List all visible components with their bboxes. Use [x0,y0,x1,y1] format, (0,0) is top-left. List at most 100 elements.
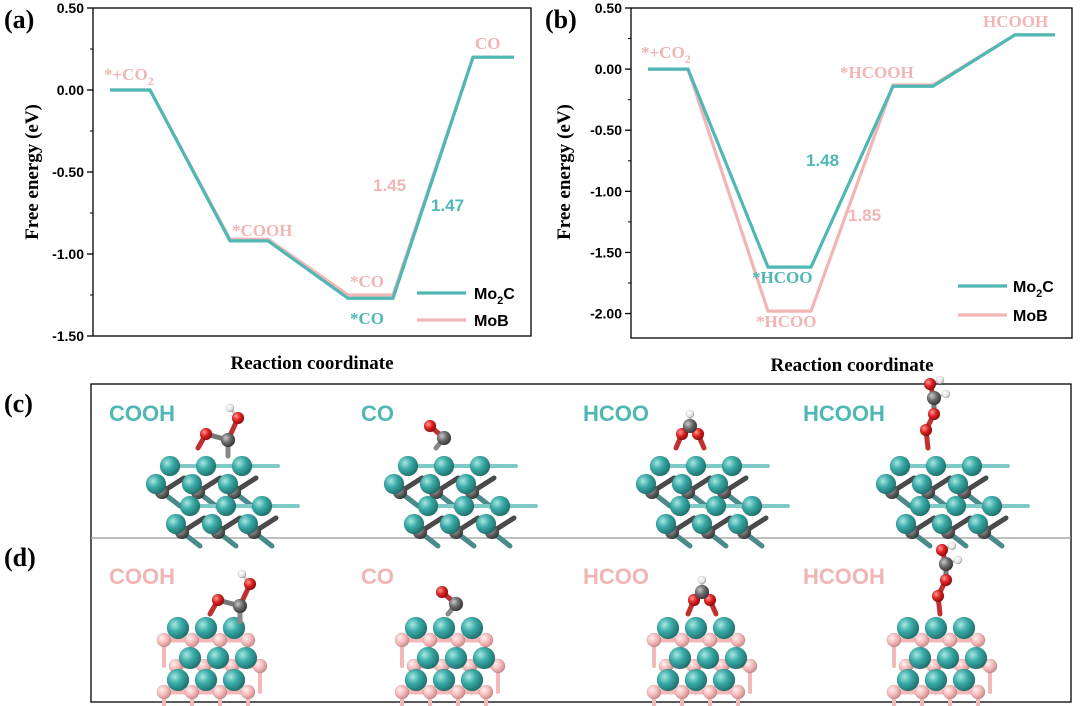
y-axis-title-b: Free energy (eV) [554,104,575,240]
y-tick-label: -1.50 [52,328,84,344]
y-tick-label: -2.00 [590,306,622,322]
atom-h [935,375,945,385]
state-label-a-2-mob: *CO [350,272,384,291]
atom-mo [924,616,948,640]
atom-b [886,632,902,648]
atom-mo [194,616,218,640]
atom-mo [194,668,218,692]
atom-b [394,684,410,700]
atom-b [970,684,986,700]
atom-mo [416,646,440,670]
atom-mo [947,473,969,495]
atom-mo [936,646,960,670]
atom-mo [684,668,708,692]
atom-mo [432,616,456,640]
atom-mo [404,668,428,692]
state-label-b-1-mob: *HCOO [756,312,816,331]
structure-c-cooh [145,403,300,549]
atom-mo [469,455,491,477]
atom-mo [705,495,727,517]
atom-b [478,632,494,648]
atom-o [423,419,437,433]
atom-mo [475,513,497,535]
atom-b [942,632,958,648]
structure-label-d-cooh: COOH [109,564,175,589]
atom-mo [222,668,246,692]
panel-letter-b: (b) [545,5,577,34]
structure-c-hcooh [875,375,1030,549]
atom-b [240,684,256,700]
atom-h [947,541,957,551]
legend-label-mo2c-b: Mo2C [1013,279,1054,300]
atom-c [682,418,698,434]
panel-letter-d: (d) [4,543,36,572]
atom-mo [206,646,230,670]
atom-mo [433,455,455,477]
atom-mo [195,455,217,477]
atom-o [691,427,705,441]
atom-b [212,684,228,700]
structure-c-hcoo [635,409,790,549]
atom-mo [952,668,976,692]
atom-b [212,632,228,648]
atom-mo [460,668,484,692]
atom-mo [179,495,201,517]
atom-b [914,684,930,700]
atom-mo [453,495,475,517]
atom-mo [215,495,237,517]
structures-frame [90,383,1072,703]
atom-mo [875,473,897,495]
atom-b [730,632,746,648]
atom-mo [668,646,692,670]
atom-mo [671,473,693,495]
atom-b [646,684,662,700]
atom-mo [455,473,477,495]
atom-mo [896,668,920,692]
state-label-b-3: HCOOH [983,12,1048,31]
atom-mo [444,646,468,670]
atom-o [931,589,945,603]
y-tick-label: -1.50 [590,244,622,260]
barrier-label-b-mo2c: 1.48 [806,151,839,170]
barrier-label-a-mob: 1.45 [373,176,406,195]
y-axis-title-a: Free energy (eV) [22,104,43,240]
atom-mo [961,455,983,477]
atom-c [232,598,248,614]
chart-b: (b) 0.50 0.00 -0.50 -1.00 -1.50 -2.00 Free en… [545,0,1073,376]
atom-b [156,632,172,648]
panel-letter-c: (c) [4,389,33,418]
barrier-label-a-mo2c: 1.47 [431,196,464,215]
atom-mo [201,513,223,535]
atom-mo [460,616,484,640]
atom-o [687,593,701,607]
atom-mo [432,668,456,692]
atom-mo [159,455,181,477]
y-tick-label: 0.50 [595,0,622,16]
atom-o [435,585,449,599]
atom-mo [649,455,671,477]
atom-mo [741,495,763,517]
legend-a: Mo2C MoB [417,286,515,330]
atom-mo [685,455,707,477]
atom-mo [419,473,441,495]
atom-mo [925,455,947,477]
y-tick-label: 0.00 [595,61,622,77]
atom-b [942,684,958,700]
plot-frame-a [92,7,532,337]
legend-label-mob-b: MoB [1013,308,1048,325]
structure-label-d-hcooh: HCOOH [803,564,885,589]
y-tick-label: -0.50 [590,122,622,138]
atom-mo [417,495,439,517]
atom-mo [404,616,428,640]
atom-mo [635,473,657,495]
atom-mo [165,513,187,535]
structure-c-co [383,419,538,549]
atom-b [184,632,200,648]
atom-b [450,684,466,700]
structure-label-c-co: CO [361,401,394,426]
series-line-mo2c-a [110,55,514,300]
state-label-b-0: *+CO2 [641,43,691,66]
atom-mo [952,616,976,640]
atom-o [923,377,937,391]
atom-o [935,543,949,557]
